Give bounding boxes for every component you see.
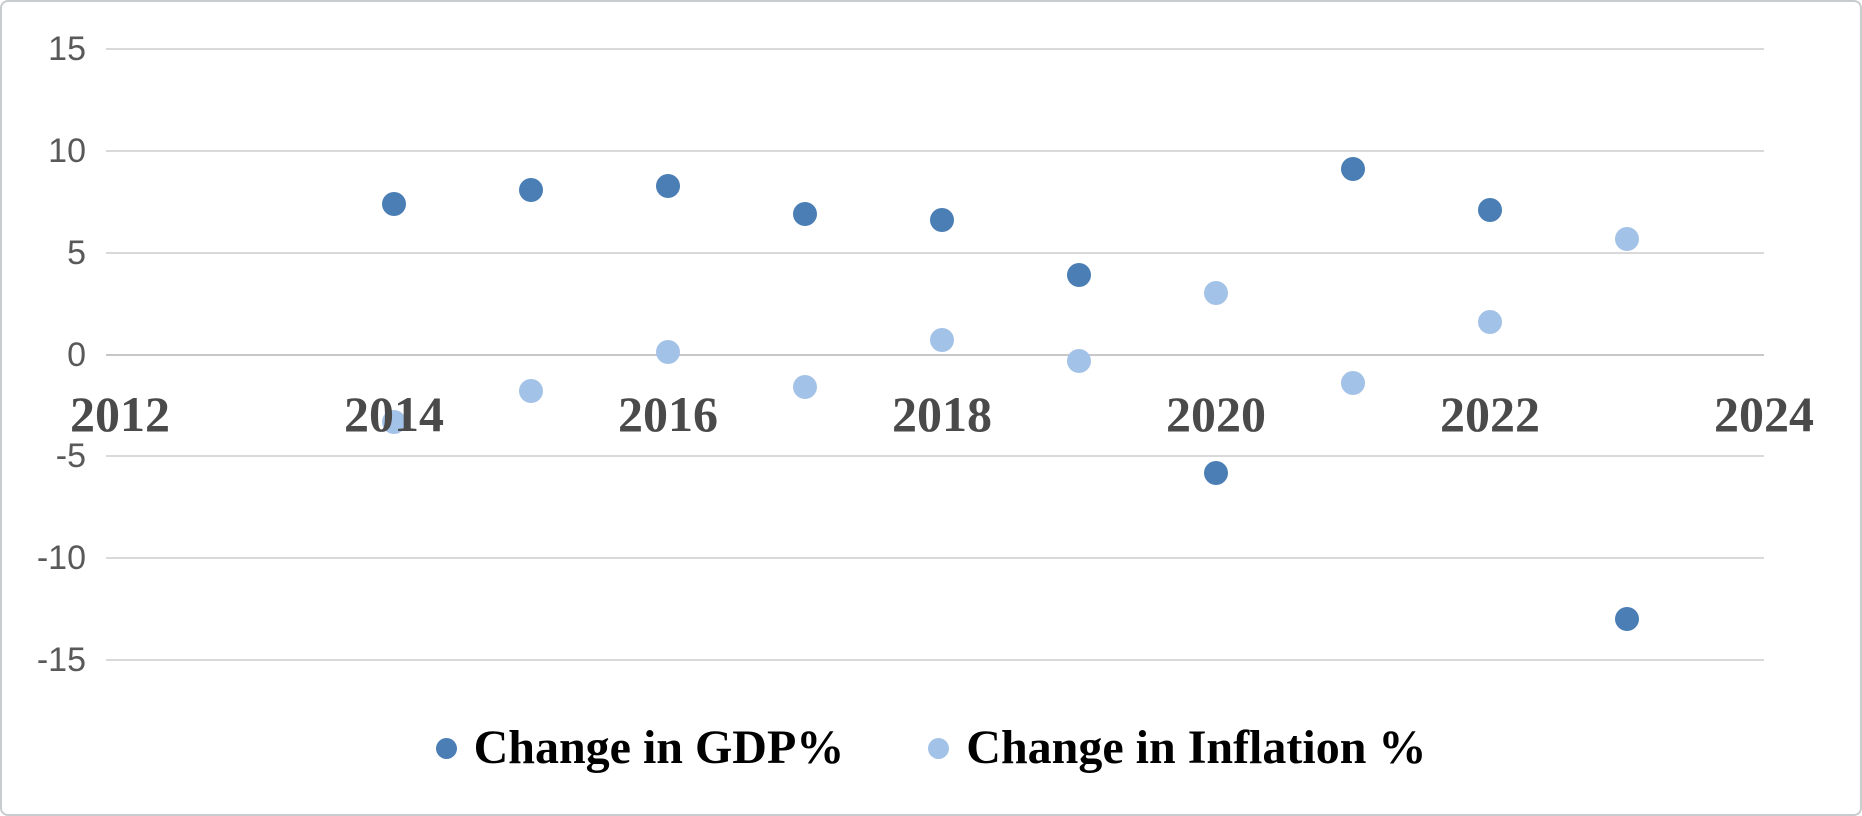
legend: Change in GDP% Change in Inflation %: [2, 720, 1860, 776]
y-tick-label--15: -15: [36, 640, 86, 679]
gdp-legend-marker-icon: [435, 737, 457, 759]
inflation-legend-marker-icon: [928, 737, 950, 759]
point-inflation-2015: [519, 379, 543, 404]
point-inflation-2022: [1478, 309, 1502, 334]
y-tick-label--5: -5: [55, 437, 86, 476]
x-tick-label-2022: 2022: [1440, 386, 1540, 442]
point-inflation-2018: [930, 328, 954, 353]
point-inflation-2020: [1204, 281, 1228, 306]
point-inflation-2023: [1615, 226, 1639, 251]
x-tick-label-2018: 2018: [892, 386, 992, 442]
legend-item-inflation: Change in Inflation %: [928, 720, 1426, 776]
x-tick-label-2014: 2014: [344, 386, 444, 442]
point-gdp-2015: [519, 177, 543, 202]
y-tick-label-15: 15: [48, 30, 86, 69]
y-tick-label--10: -10: [36, 539, 86, 577]
inflation-legend-label: Change in Inflation %: [966, 721, 1427, 774]
gridline-y--15: [106, 658, 1764, 661]
point-inflation-2017: [793, 375, 817, 400]
gridline-y-5: [106, 251, 1764, 254]
point-inflation-2021: [1341, 370, 1365, 395]
y-tick-label-5: 5: [67, 233, 86, 272]
x-tick-label-2024: 2024: [1714, 386, 1814, 442]
gridline-y-0: [106, 353, 1764, 356]
point-gdp-2018: [930, 208, 954, 233]
point-gdp-2022: [1478, 198, 1502, 222]
point-gdp-2017: [793, 202, 817, 227]
point-gdp-2019: [1067, 263, 1091, 288]
point-gdp-2021: [1341, 157, 1365, 182]
point-gdp-2016: [656, 173, 680, 198]
x-tick-label-2020: 2020: [1166, 386, 1266, 442]
gridline-y--10: [106, 557, 1764, 559]
x-tick-label-2012: 2012: [70, 386, 170, 442]
gridline-y-15: [106, 48, 1764, 51]
gdp-legend-label: Change in GDP%: [473, 721, 845, 774]
y-tick-label-10: 10: [48, 132, 86, 170]
point-inflation-2019: [1067, 348, 1091, 373]
point-gdp-2014: [382, 191, 406, 216]
point-gdp-2023: [1615, 607, 1639, 632]
x-tick-label-2016: 2016: [618, 386, 718, 442]
point-inflation-2016: [656, 340, 680, 365]
y-tick-label-0: 0: [67, 335, 86, 374]
gridline-y--5: [106, 455, 1764, 458]
legend-item-gdp: Change in GDP%: [435, 720, 845, 776]
point-gdp-2020: [1204, 460, 1228, 485]
gridline-y-10: [106, 150, 1764, 152]
point-inflation-2014: [382, 409, 406, 434]
